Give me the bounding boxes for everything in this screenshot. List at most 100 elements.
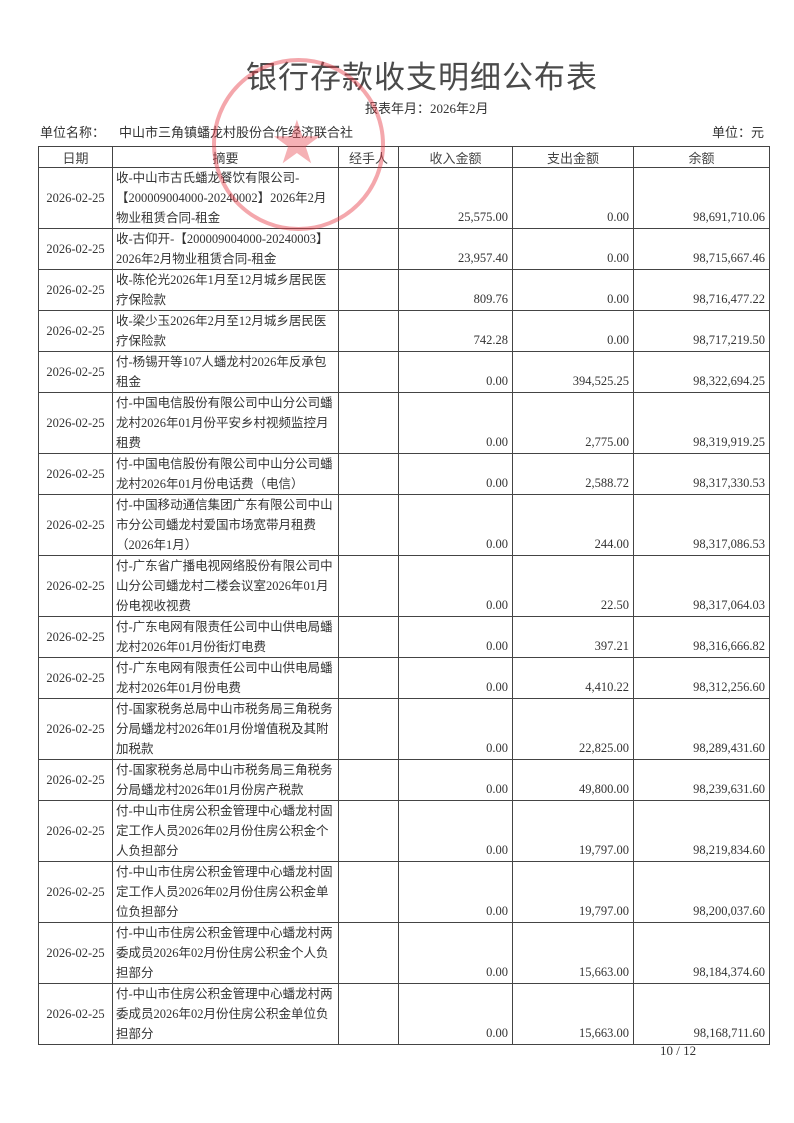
column-header: 摘要 <box>112 146 339 168</box>
cell-handler <box>338 392 399 454</box>
cell-handler <box>338 759 399 801</box>
column-header: 日期 <box>38 146 113 168</box>
cell-balance: 98,319,919.25 <box>633 392 770 454</box>
column-header: 收入金额 <box>398 146 513 168</box>
cell-income: 25,575.00 <box>398 167 513 229</box>
cell-handler <box>338 698 399 760</box>
cell-expense: 15,663.00 <box>512 983 634 1045</box>
cell-summary: 付-杨锡开等107人蟠龙村2026年反承包租金 <box>112 351 339 393</box>
cell-balance: 98,691,710.06 <box>633 167 770 229</box>
table-row: 2026-02-25 付-中山市住房公积金管理中心蟠龙村两委成员2026年02月份… <box>38 922 770 984</box>
cell-expense: 19,797.00 <box>512 800 634 862</box>
cell-summary: 付-中山市住房公积金管理中心蟠龙村固定工作人员2026年02月份住房公积金单位负… <box>112 861 339 923</box>
cell-summary: 付-广东电网有限责任公司中山供电局蟠龙村2026年01月份街灯电费 <box>112 616 339 658</box>
cell-income: 809.76 <box>398 269 513 311</box>
cell-expense: 2,775.00 <box>512 392 634 454</box>
cell-income: 0.00 <box>398 351 513 393</box>
cell-summary: 付-广东电网有限责任公司中山供电局蟠龙村2026年01月份电费 <box>112 657 339 699</box>
cell-summary: 付-中国电信股份有限公司中山分公司蟠龙村2026年01月份平安乡村视频监控月租费 <box>112 392 339 454</box>
page-number: 10 / 12 <box>660 1043 697 1058</box>
table-row: 2026-02-25 付-中国电信股份有限公司中山分公司蟠龙村2026年01月份电… <box>38 453 770 495</box>
cell-date: 2026-02-25 <box>38 269 113 311</box>
cell-date: 2026-02-25 <box>38 494 113 556</box>
cell-balance: 98,715,667.46 <box>633 228 770 270</box>
cell-balance: 98,219,834.60 <box>633 800 770 862</box>
cell-handler <box>338 228 399 270</box>
cell-date: 2026-02-25 <box>38 392 113 454</box>
cell-balance: 98,289,431.60 <box>633 698 770 760</box>
cell-handler <box>338 616 399 658</box>
table-row: 2026-02-25 付-国家税务总局中山市税务局三角税务分局蟠龙村2026年01… <box>38 759 770 801</box>
cell-income: 23,957.40 <box>398 228 513 270</box>
cell-date: 2026-02-25 <box>38 351 113 393</box>
ledger-table: 日期 摘要 经手人 收入金额 支出金额 余额 2026-02-25 收-中山市古氏蟠龙餐饮有… <box>38 146 770 1045</box>
cell-date: 2026-02-25 <box>38 616 113 658</box>
cell-income: 0.00 <box>398 983 513 1045</box>
cell-summary: 收-古仰开-【200009004000-20240003】2026年2月物业租赁… <box>112 228 339 270</box>
table-row: 2026-02-25 收-梁少玉2026年2月至12月城乡居民医疗保险款 742.2… <box>38 310 770 352</box>
table-row: 2026-02-25 收-中山市古氏蟠龙餐饮有限公司-【200009004000-… <box>38 167 770 229</box>
cell-summary: 付-中国电信股份有限公司中山分公司蟠龙村2026年01月份电话费（电信） <box>112 453 339 495</box>
table-row: 2026-02-25 付-广东电网有限责任公司中山供电局蟠龙村2026年01月份电… <box>38 657 770 699</box>
cell-handler <box>338 310 399 352</box>
cell-balance: 98,317,064.03 <box>633 555 770 617</box>
table-row: 2026-02-25 付-中国移动通信集团广东有限公司中山市分公司蟠龙村爱国市场宽… <box>38 494 770 556</box>
cell-date: 2026-02-25 <box>38 167 113 229</box>
cell-expense: 15,663.00 <box>512 922 634 984</box>
cell-balance: 98,184,374.60 <box>633 922 770 984</box>
cell-expense: 244.00 <box>512 494 634 556</box>
cell-summary: 付-国家税务总局中山市税务局三角税务分局蟠龙村2026年01月份房产税款 <box>112 759 339 801</box>
cell-expense: 0.00 <box>512 167 634 229</box>
cell-expense: 4,410.22 <box>512 657 634 699</box>
cell-summary: 付-国家税务总局中山市税务局三角税务分局蟠龙村2026年01月份增值税及其附加税… <box>112 698 339 760</box>
cell-handler <box>338 555 399 617</box>
table-row: 2026-02-25 付-中国电信股份有限公司中山分公司蟠龙村2026年01月份平… <box>38 392 770 454</box>
cell-date: 2026-02-25 <box>38 698 113 760</box>
report-period: 报表年月：2026年2月 <box>365 101 489 116</box>
cell-date: 2026-02-25 <box>38 800 113 862</box>
column-header: 经手人 <box>338 146 399 168</box>
cell-summary: 付-中国移动通信集团广东有限公司中山市分公司蟠龙村爱国市场宽带月租费（2026年… <box>112 494 339 556</box>
cell-balance: 98,312,256.60 <box>633 657 770 699</box>
cell-handler <box>338 861 399 923</box>
column-header: 支出金额 <box>512 146 634 168</box>
table-row: 2026-02-25 付-国家税务总局中山市税务局三角税务分局蟠龙村2026年01… <box>38 698 770 760</box>
cell-expense: 22.50 <box>512 555 634 617</box>
cell-handler <box>338 657 399 699</box>
cell-balance: 98,322,694.25 <box>633 351 770 393</box>
cell-income: 0.00 <box>398 759 513 801</box>
cell-expense: 397.21 <box>512 616 634 658</box>
table-row: 2026-02-25 付-中山市住房公积金管理中心蟠龙村两委成员2026年02月份… <box>38 983 770 1045</box>
cell-balance: 98,239,631.60 <box>633 759 770 801</box>
cell-handler <box>338 800 399 862</box>
cell-expense: 2,588.72 <box>512 453 634 495</box>
cell-summary: 付-中山市住房公积金管理中心蟠龙村两委成员2026年02月份住房公积金单位负担部… <box>112 983 339 1045</box>
cell-income: 0.00 <box>398 392 513 454</box>
cell-balance: 98,200,037.60 <box>633 861 770 923</box>
cell-expense: 19,797.00 <box>512 861 634 923</box>
cell-income: 0.00 <box>398 555 513 617</box>
cell-date: 2026-02-25 <box>38 453 113 495</box>
cell-summary: 付-广东省广播电视网络股份有限公司中山分公司蟠龙村二楼会议室2026年01月份电… <box>112 555 339 617</box>
table-row: 2026-02-25 付-广东省广播电视网络股份有限公司中山分公司蟠龙村二楼会议室… <box>38 555 770 617</box>
cell-income: 0.00 <box>398 453 513 495</box>
unit-name: 单位名称： 中山市三角镇蟠龙村股份合作经济联合社 <box>40 122 367 141</box>
cell-date: 2026-02-25 <box>38 228 113 270</box>
table-row: 2026-02-25 收-古仰开-【200009004000-20240003】2… <box>38 228 770 270</box>
cell-expense: 0.00 <box>512 269 634 311</box>
page-title: 银行存款收支明细公布表 <box>246 60 598 95</box>
cell-handler <box>338 453 399 495</box>
unit-name-label: 单位名称： <box>40 125 106 140</box>
cell-handler <box>338 494 399 556</box>
cell-date: 2026-02-25 <box>38 983 113 1045</box>
cell-date: 2026-02-25 <box>38 657 113 699</box>
table-row: 2026-02-25 付-中山市住房公积金管理中心蟠龙村固定工作人员2026年02… <box>38 800 770 862</box>
column-header: 余额 <box>633 146 770 168</box>
cell-summary: 收-梁少玉2026年2月至12月城乡居民医疗保险款 <box>112 310 339 352</box>
cell-handler <box>338 167 399 229</box>
cell-summary: 收-陈伦光2026年1月至12月城乡居民医疗保险款 <box>112 269 339 311</box>
cell-handler <box>338 983 399 1045</box>
cell-balance: 98,717,219.50 <box>633 310 770 352</box>
cell-balance: 98,716,477.22 <box>633 269 770 311</box>
cell-summary: 收-中山市古氏蟠龙餐饮有限公司-【200009004000-20240002】2… <box>112 167 339 229</box>
